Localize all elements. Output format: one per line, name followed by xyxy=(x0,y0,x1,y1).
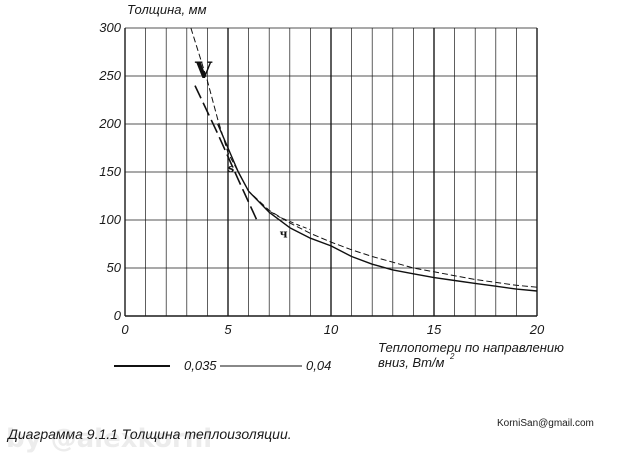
legend: 0,035 0,04 xyxy=(114,358,331,373)
series-line-3 xyxy=(194,85,258,221)
author-email: KorniSan@gmail.com xyxy=(497,418,594,429)
x-axis-label-superscript: 2 xyxy=(449,352,455,361)
x-tick-label: 5 xyxy=(224,322,232,337)
y-tick-label: 150 xyxy=(99,164,121,179)
x-tick-label: 10 xyxy=(324,322,339,337)
series-line-2 xyxy=(190,27,538,288)
figure-caption: Диаграмма 9.1.1 Толщина теплоизоляции. xyxy=(8,426,292,442)
annotation-label: ч xyxy=(280,227,288,240)
legend-label-1: 0,035 xyxy=(184,358,217,373)
chart-series xyxy=(190,27,538,292)
y-tick-label: 200 xyxy=(98,116,121,131)
annotation-label: V xyxy=(194,58,213,84)
y-tick-label: 300 xyxy=(99,20,121,35)
chart-annotations: Vs ч xyxy=(194,58,288,240)
y-tick-label: 100 xyxy=(99,212,121,227)
y-tick-label: 250 xyxy=(98,68,121,83)
x-tick-label: 0 xyxy=(121,322,129,337)
legend-label-2: 0,04 xyxy=(306,358,331,373)
x-axis-label-line1: Теплопотери по направлению xyxy=(378,340,564,355)
series-line-4 xyxy=(264,208,311,231)
x-tick-label: 15 xyxy=(427,322,442,337)
x-tick-label: 20 xyxy=(529,322,545,337)
series-line-1 xyxy=(217,123,538,292)
chart-grid xyxy=(124,27,538,317)
x-axis-label-line2: вниз, Вт/м xyxy=(378,355,445,370)
y-tick-label: 0 xyxy=(114,308,122,323)
y-axis-label: Толщина, мм xyxy=(127,2,207,17)
annotation-label: s xyxy=(228,162,234,175)
y-tick-label: 50 xyxy=(107,260,122,275)
